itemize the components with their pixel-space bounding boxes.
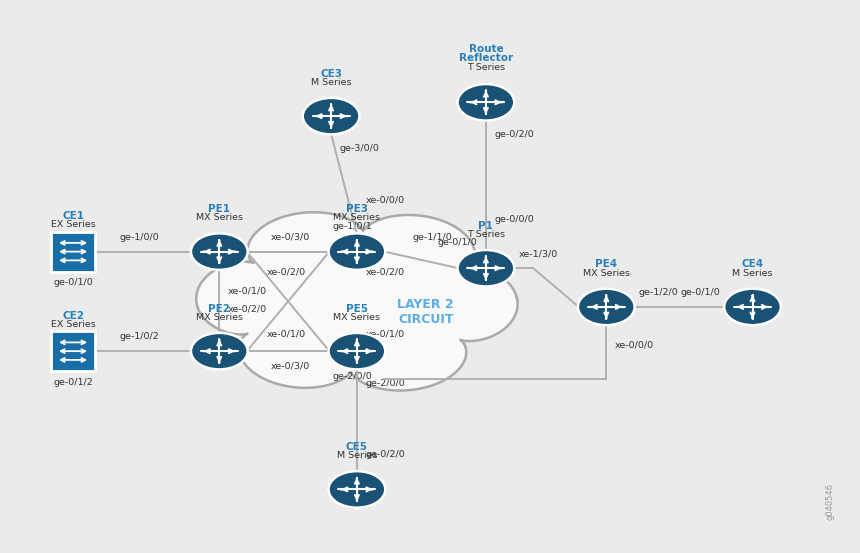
Circle shape [329, 333, 385, 369]
Text: MX Series: MX Series [334, 313, 380, 322]
Text: ge-3/0/0: ge-3/0/0 [340, 144, 379, 153]
Text: P1: P1 [478, 221, 494, 231]
Text: ge-2/0/0: ge-2/0/0 [333, 372, 372, 381]
FancyBboxPatch shape [51, 232, 95, 272]
Text: CE1: CE1 [62, 211, 84, 221]
Text: ge-1/0/1: ge-1/0/1 [333, 222, 372, 231]
Text: ge-0/1/2: ge-0/1/2 [53, 378, 93, 387]
Text: ge-1/0/0: ge-1/0/0 [120, 233, 159, 242]
Text: T Series: T Series [467, 230, 505, 239]
Circle shape [329, 471, 385, 508]
Text: LAYER 2
CIRCUIT: LAYER 2 CIRCUIT [397, 299, 454, 326]
Text: PE2: PE2 [208, 304, 230, 314]
Text: ge-0/0/0: ge-0/0/0 [494, 215, 534, 224]
Text: PE3: PE3 [346, 204, 368, 214]
Text: MX Series: MX Series [196, 313, 243, 322]
Text: CE4: CE4 [741, 259, 764, 269]
Text: ge-0/2/0: ge-0/2/0 [366, 450, 405, 459]
Text: MX Series: MX Series [196, 213, 243, 222]
Circle shape [191, 333, 248, 369]
Text: PE5: PE5 [346, 304, 368, 314]
Text: M Series: M Series [310, 78, 352, 87]
Text: xe-0/2/0: xe-0/2/0 [366, 267, 404, 276]
Text: Route: Route [469, 44, 503, 54]
Text: ge-1/2/0: ge-1/2/0 [639, 288, 679, 297]
Polygon shape [196, 212, 518, 390]
Text: xe-0/2/0: xe-0/2/0 [228, 304, 267, 313]
Text: PE1: PE1 [208, 204, 230, 214]
Text: ge-0/1/0: ge-0/1/0 [438, 238, 477, 247]
Circle shape [458, 84, 514, 121]
Text: MX Series: MX Series [334, 213, 380, 222]
Text: CE5: CE5 [346, 442, 368, 452]
Text: g040546: g040546 [826, 483, 834, 520]
Text: xe-0/1/0: xe-0/1/0 [366, 330, 404, 339]
Text: xe-1/3/0: xe-1/3/0 [519, 249, 558, 258]
Circle shape [303, 98, 359, 134]
Text: CE2: CE2 [62, 311, 84, 321]
Circle shape [329, 233, 385, 270]
Text: MX Series: MX Series [583, 269, 630, 278]
Text: EX Series: EX Series [51, 320, 95, 329]
Text: CE3: CE3 [320, 69, 342, 79]
Text: ge-1/1/0: ge-1/1/0 [413, 233, 452, 242]
Text: ge-2/0/0: ge-2/0/0 [366, 379, 405, 388]
Text: xe-0/3/0: xe-0/3/0 [271, 233, 310, 242]
Text: T Series: T Series [467, 63, 505, 72]
Text: ge-0/2/0: ge-0/2/0 [494, 130, 534, 139]
Text: xe-0/1/0: xe-0/1/0 [267, 330, 305, 339]
Text: ge-0/1/0: ge-0/1/0 [53, 278, 93, 287]
Circle shape [578, 289, 635, 325]
Circle shape [191, 233, 248, 270]
Circle shape [724, 289, 781, 325]
Text: M Series: M Series [732, 269, 773, 278]
Text: xe-0/0/0: xe-0/0/0 [366, 196, 404, 205]
Text: ge-1/0/2: ge-1/0/2 [120, 332, 159, 341]
FancyBboxPatch shape [51, 331, 95, 371]
Text: xe-0/0/0: xe-0/0/0 [615, 340, 654, 349]
Text: xe-0/2/0: xe-0/2/0 [267, 267, 305, 276]
Circle shape [458, 250, 514, 286]
Text: ge-0/1/0: ge-0/1/0 [680, 288, 720, 297]
Text: PE4: PE4 [595, 259, 617, 269]
Text: xe-0/3/0: xe-0/3/0 [271, 361, 310, 370]
Text: M Series: M Series [336, 451, 378, 460]
Text: Reflector: Reflector [459, 53, 513, 63]
Text: xe-0/1/0: xe-0/1/0 [228, 287, 267, 296]
Text: EX Series: EX Series [51, 221, 95, 229]
